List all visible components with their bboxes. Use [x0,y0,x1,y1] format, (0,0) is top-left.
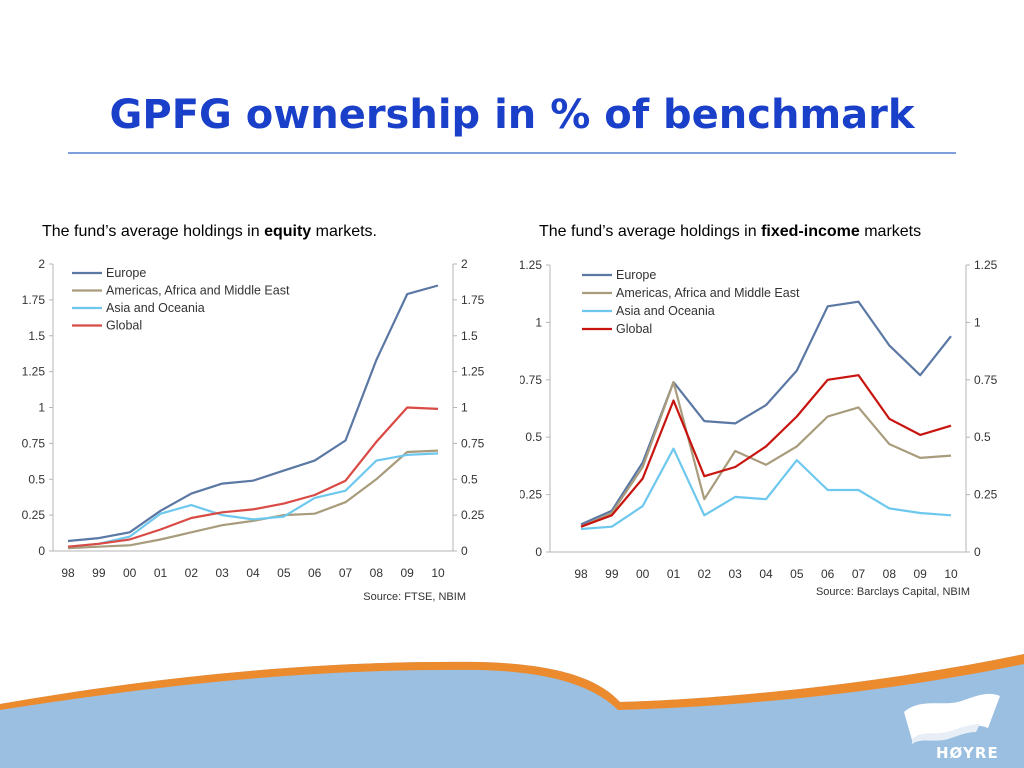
x-tick-label: 03 [728,567,742,581]
series-line [67,284,439,543]
y-tick-label: 0 [974,545,981,559]
x-tick-label: 05 [277,566,291,580]
series-line [580,381,952,528]
y-tick-label: 1.75 [22,293,46,307]
x-tick-label: 06 [821,567,835,581]
x-tick-label: 98 [61,566,75,580]
y-tick-label: 0.25 [461,508,485,522]
y-tick-label: 0.25 [974,488,998,502]
y-tick-label: 1 [38,401,45,415]
y-tick-label: 1 [974,315,981,329]
series-line [67,449,439,550]
y-tick-label: 0 [461,544,468,558]
x-tick-label: 02 [698,567,712,581]
hoyre-logo-text: HØYRE [936,744,999,762]
source-note: Source: Barclays Capital, NBIM [816,586,970,598]
legend-label: Europe [616,268,656,282]
caption-bold: fixed-income [761,223,860,240]
legend-label: Europe [106,266,146,280]
y-tick-label: 0.75 [974,373,998,387]
series-line [580,374,952,528]
title-underline [68,152,956,154]
caption-text: The fund’s average holdings in [539,223,762,240]
x-tick-label: 00 [636,567,650,581]
y-tick-label: 0.75 [520,373,542,387]
x-tick-label: 03 [215,566,229,580]
y-tick-label: 1.75 [461,293,485,307]
caption-bold: equity [264,223,312,240]
y-tick-label: 0 [38,544,45,558]
x-tick-label: 09 [400,566,414,580]
fixed-income-chart-caption: The fund’s average holdings in fixed-inc… [539,223,921,241]
y-tick-label: 1.5 [461,329,478,343]
x-tick-label: 01 [667,567,681,581]
x-tick-label: 10 [944,567,958,581]
caption-text: The fund’s average holdings in [42,223,265,240]
series-line [580,447,952,531]
caption-text: markets [859,223,922,240]
x-tick-label: 99 [605,567,619,581]
series-line [67,452,439,548]
x-tick-label: 08 [370,566,384,580]
footer-blue-wave [0,654,1024,768]
y-tick-label: 0.5 [461,472,478,486]
source-note: Source: FTSE, NBIM [363,591,466,603]
footer-orange-swoosh [0,654,1024,710]
equity-ownership-chart: 0 00.25 0.250.5 0.50.75 0.751 11.25 1.251.5 1.5… [22,257,485,603]
x-tick-label: 09 [913,567,927,581]
x-tick-label: 07 [852,567,866,581]
x-tick-label: 04 [759,567,773,581]
y-tick-label: 0 [535,545,542,559]
x-tick-label: 05 [790,567,804,581]
caption-text: markets. [311,223,377,240]
legend-label: Americas, Africa and Middle East [616,286,800,300]
y-tick-label: 1 [535,315,542,329]
y-tick-label: 1.5 [28,329,45,343]
x-tick-label: 06 [308,566,322,580]
y-tick-label: 0.5 [974,430,991,444]
footer-decoration: HØYRE [0,654,1024,768]
x-tick-label: 02 [185,566,199,580]
y-tick-label: 0.25 [22,508,46,522]
y-tick-label: 1.25 [461,365,485,379]
y-tick-label: 2 [38,257,45,271]
x-tick-label: 00 [123,566,137,580]
y-tick-label: 0.75 [22,436,46,450]
series-line [580,300,952,526]
hoyre-flag-shadow-icon [912,724,980,744]
y-tick-label: 1.25 [520,258,542,272]
y-tick-label: 0.25 [520,488,542,502]
page-title: GPFG ownership in % of benchmark [109,92,915,138]
series-line [67,406,439,548]
legend-label: Americas, Africa and Middle East [106,284,290,298]
x-tick-label: 01 [154,566,168,580]
legend-label: Global [106,319,142,333]
x-tick-label: 98 [574,567,588,581]
y-tick-label: 0.5 [525,430,542,444]
x-tick-label: 08 [883,567,897,581]
y-tick-label: 0.5 [28,472,45,486]
x-tick-label: 99 [92,566,106,580]
hoyre-flag-icon [904,693,1000,740]
y-tick-label: 0.75 [461,436,485,450]
hoyre-logo: HØYRE [904,693,1000,762]
y-tick-label: 2 [461,257,468,271]
equity-chart-caption: The fund’s average holdings in equity ma… [42,223,377,241]
x-tick-label: 10 [431,566,445,580]
y-tick-label: 1.25 [974,258,998,272]
legend-label: Asia and Oceania [616,304,715,318]
legend-label: Asia and Oceania [106,301,205,315]
y-tick-label: 1 [461,401,468,415]
x-tick-label: 07 [339,566,353,580]
y-tick-label: 1.25 [22,365,46,379]
legend-label: Global [616,322,652,336]
x-tick-label: 04 [246,566,260,580]
